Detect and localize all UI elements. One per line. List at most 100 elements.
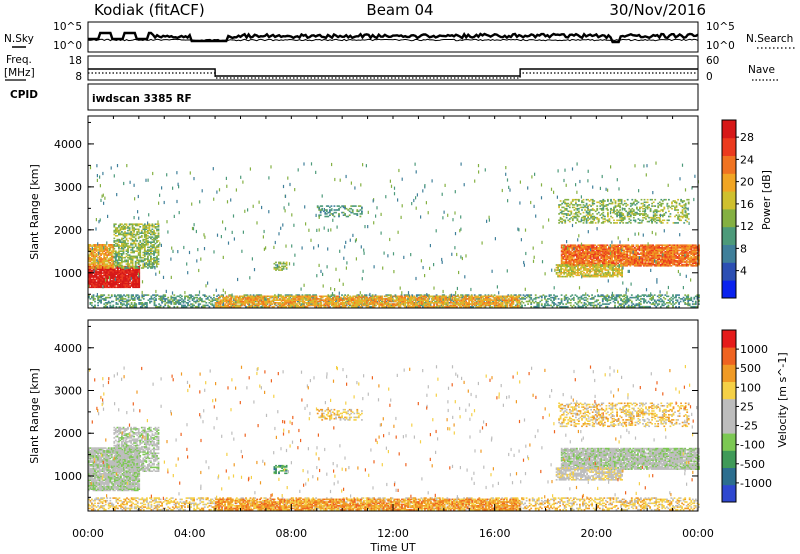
echo-cell xyxy=(91,273,93,276)
echo-cell xyxy=(131,246,134,249)
echo-cell xyxy=(110,254,113,256)
echo-cell xyxy=(100,260,102,263)
echo-cell xyxy=(653,300,656,303)
echo-cell xyxy=(98,255,101,258)
echo-cell xyxy=(118,296,121,299)
echo-cell xyxy=(347,296,350,299)
echo-cell xyxy=(122,242,125,245)
echo-cell xyxy=(525,300,528,303)
echo-cell xyxy=(153,251,155,254)
echo-cell xyxy=(614,296,616,299)
echo-cell xyxy=(387,296,390,299)
echo-cell xyxy=(215,298,217,300)
echo-cell xyxy=(617,300,619,303)
echo-cell xyxy=(156,255,158,258)
echo-cell xyxy=(256,300,259,303)
echo-cell xyxy=(399,302,401,304)
echo-cell xyxy=(112,251,115,254)
echo-cell xyxy=(285,295,287,298)
echo-cell xyxy=(669,302,671,304)
echo-cell xyxy=(404,302,406,304)
echo-cell xyxy=(554,298,557,300)
echo-cell xyxy=(135,305,138,308)
echo-cell xyxy=(94,272,96,274)
echo-cell xyxy=(361,299,364,301)
echo-cell xyxy=(116,238,119,241)
echo-cell xyxy=(521,298,523,300)
echo-cell xyxy=(116,240,119,242)
echo-cell xyxy=(248,298,251,300)
echo-cell xyxy=(133,280,136,282)
echo-cell xyxy=(168,300,171,303)
echo-cell xyxy=(244,299,246,301)
echo-cell xyxy=(109,265,112,268)
echo-cell xyxy=(309,295,312,298)
echo-cell xyxy=(627,299,630,301)
echo-cell xyxy=(127,282,130,285)
echo-cell xyxy=(283,296,286,299)
echo-cell xyxy=(127,277,130,280)
echo-cell xyxy=(379,298,382,300)
echo-cell xyxy=(157,232,160,234)
echo-cell xyxy=(157,244,160,246)
echo-cell xyxy=(107,244,110,246)
echo-cell xyxy=(127,269,130,272)
echo-cell xyxy=(94,285,96,287)
echo-cell xyxy=(178,303,180,305)
echo-cell xyxy=(313,294,316,296)
echo-cell xyxy=(525,296,528,299)
echo-cell xyxy=(138,283,141,286)
echo-cell xyxy=(154,259,157,262)
echo-cell xyxy=(305,299,307,301)
echo-cell xyxy=(352,304,355,307)
cpid-label: CPID xyxy=(10,89,38,101)
echo-cell xyxy=(618,295,621,298)
echo-cell xyxy=(134,264,137,267)
echo-cell xyxy=(649,298,651,300)
echo-cell xyxy=(181,295,183,298)
echo-cell xyxy=(324,300,327,303)
echo-cell xyxy=(627,298,630,300)
echo-cell xyxy=(170,296,173,299)
echo-cell xyxy=(131,244,134,246)
echo-cell xyxy=(518,299,521,301)
echo-cell xyxy=(150,245,152,247)
echo-cell xyxy=(340,303,342,305)
echo-cell xyxy=(136,228,139,231)
echo-cell xyxy=(550,304,552,307)
echo-cell xyxy=(282,304,284,307)
echo-cell xyxy=(553,302,555,304)
echo-cell xyxy=(282,299,284,301)
echo-cell xyxy=(478,294,481,296)
echo-cell xyxy=(474,299,477,301)
nave-label: Nave xyxy=(748,64,775,76)
echo-cell xyxy=(196,300,199,303)
echo-cell xyxy=(283,300,286,303)
echo-cell xyxy=(126,276,128,278)
echo-cell xyxy=(644,294,647,296)
echo-cell xyxy=(130,295,133,298)
echo-cell xyxy=(156,241,158,243)
echo-cell xyxy=(141,305,144,308)
echo-cell xyxy=(127,260,129,263)
echo-cell xyxy=(618,294,621,296)
echo-cell xyxy=(112,304,115,307)
echo-cell xyxy=(273,296,275,299)
echo-cell xyxy=(182,299,185,301)
echo-cell xyxy=(287,303,290,305)
echo-cell xyxy=(528,296,531,299)
echo-cell xyxy=(334,305,336,308)
echo-cell xyxy=(501,295,504,298)
echo-cell xyxy=(653,294,656,296)
echo-cell xyxy=(143,236,146,238)
echo-cell xyxy=(106,263,109,265)
echo-cell xyxy=(114,255,117,258)
echo-cell xyxy=(89,263,92,265)
echo-cell xyxy=(130,271,133,273)
echo-cell xyxy=(124,246,126,249)
echo-cell xyxy=(184,298,186,300)
echo-cell xyxy=(592,302,595,304)
echo-cell xyxy=(203,295,206,298)
echo-cell xyxy=(138,282,141,285)
echo-cell xyxy=(121,303,124,305)
